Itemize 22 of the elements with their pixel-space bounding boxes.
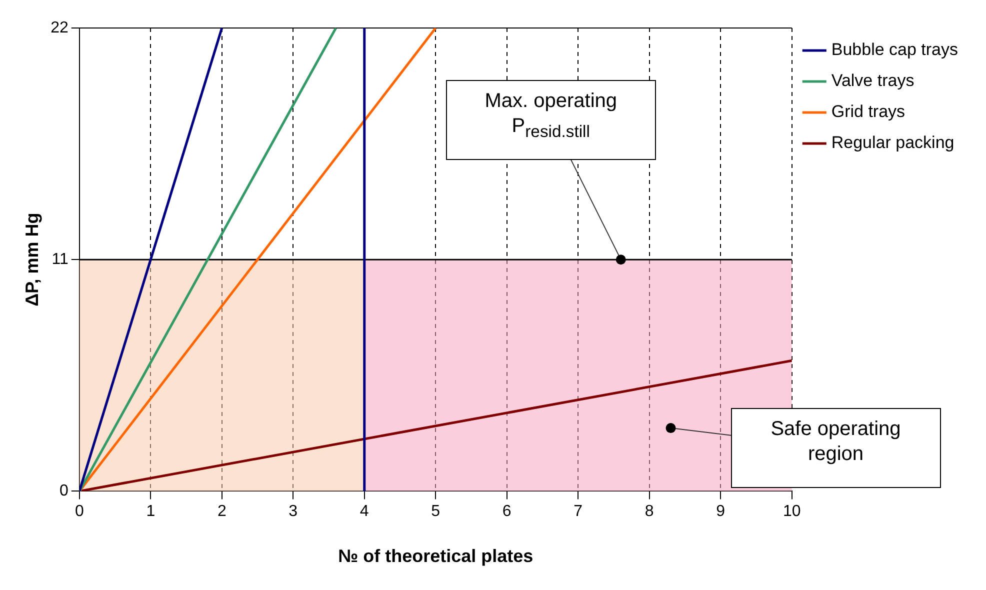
x-tick-label: 3 (288, 503, 298, 520)
legend-label: Regular packing (831, 133, 954, 152)
callout-box: Safe operating region (730, 408, 941, 488)
x-tick-label: 8 (644, 503, 654, 520)
y-axis-title: ΔP, mm Hg (22, 212, 42, 306)
x-tick-label: 6 (502, 503, 512, 520)
x-axis-title: № of theoretical plates (338, 546, 534, 566)
legend-label: Grid trays (831, 102, 906, 122)
legend-label: Bubble cap trays (831, 40, 958, 60)
x-tick-label: 10 (782, 503, 801, 520)
callout-box: Max. operating P$_{resid.still}$ (446, 80, 656, 160)
legend-label: Valve trays (831, 71, 914, 90)
x-tick-label: 2 (217, 503, 226, 520)
y-tick-label: 11 (52, 251, 68, 268)
x-tick-label: 5 (431, 503, 440, 520)
x-tick-label: 7 (574, 503, 583, 520)
x-tick-label: 1 (146, 503, 156, 520)
y-tick-label: 22 (50, 19, 68, 36)
x-tick-label: 0 (74, 503, 84, 520)
y-tick-label: 0 (59, 482, 68, 500)
x-tick-label: 4 (360, 503, 369, 520)
x-tick-label: 9 (716, 503, 726, 520)
